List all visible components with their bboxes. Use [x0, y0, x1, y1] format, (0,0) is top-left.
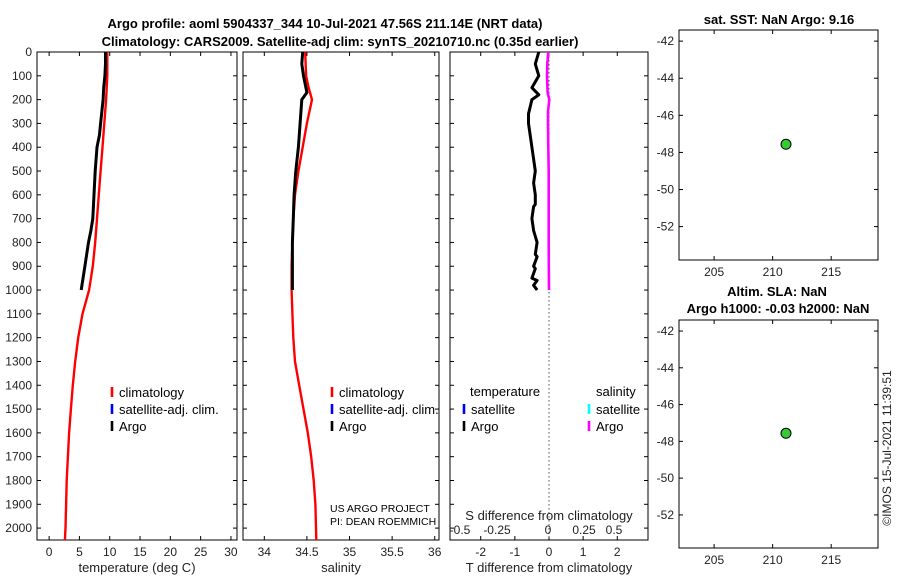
salinity-difference-line	[545, 51, 551, 291]
map-x-tick-label-sla: 210	[763, 553, 783, 567]
depth-tick-label-1300: 1300	[5, 354, 32, 368]
s-difference-tick-label: 0	[545, 523, 552, 537]
map-y-tick-label-sst: -52	[657, 220, 675, 234]
x-tick-label-p1: 15	[133, 545, 147, 559]
legend-p1-argo-label: Argo	[119, 419, 146, 434]
map-x-tick-label-sla: 215	[821, 553, 841, 567]
map-x-tick-label-sst: 205	[704, 265, 724, 279]
x-tick-label-p2: 36	[428, 545, 442, 559]
depth-tick-label-1100: 1100	[6, 307, 32, 321]
legend-p1-satellite-label: satellite-adj. clim.	[119, 402, 219, 417]
temperature-difference-line	[527, 51, 541, 291]
map-y-tick-label-sla: -42	[657, 324, 675, 338]
depth-tick-label-1600: 1600	[5, 426, 32, 440]
map-y-tick-label-sla: -50	[657, 471, 675, 485]
depth-tick-label-1900: 1900	[5, 497, 32, 511]
x-tick-label-p3: 1	[580, 545, 587, 559]
map-y-tick-label-sla: -44	[657, 361, 675, 375]
x-tick-label-p1: 25	[194, 545, 208, 559]
credit-line-1: US ARGO PROJECT	[330, 503, 430, 515]
legend-p2-climatology-label: climatology	[339, 385, 405, 400]
x-tick-label-p3: 0	[546, 545, 553, 559]
depth-tick-label-1400: 1400	[5, 378, 32, 392]
x-axis-label-p2: salinity	[321, 560, 361, 575]
depth-tick-label-500: 500	[12, 164, 32, 178]
x-tick-label-p3: -1	[510, 545, 521, 559]
map-y-tick-label-sst: -44	[657, 71, 675, 85]
map-x-tick-label-sla: 205	[704, 553, 724, 567]
map-y-tick-label-sla: -52	[657, 508, 675, 522]
x-axis-label-p3: T difference from climatology	[466, 560, 633, 575]
legend-p1-climatology-label: climatology	[119, 385, 185, 400]
s-difference-tick-label: 0.5	[606, 523, 623, 537]
map-y-tick-label-sla: -46	[657, 398, 675, 412]
x-tick-label-p2: 34.5	[295, 545, 319, 559]
map-y-tick-label-sst: -48	[657, 145, 675, 159]
sla-title: Altim. SLA: NaN	[727, 284, 827, 299]
depth-tick-label-800: 800	[12, 235, 32, 249]
s-difference-tick-label: -0.25	[483, 523, 511, 537]
x-tick-label-p1: 0	[46, 545, 53, 559]
salinity-climatology-line	[290, 51, 318, 541]
legend-p2-satellite-label: satellite-adj. clim.	[339, 402, 439, 417]
x-tick-label-p2: 34	[258, 545, 272, 559]
map-y-tick-label-sst: -46	[657, 108, 675, 122]
credit-line-2: PI: DEAN ROEMMICH	[330, 516, 436, 528]
profile-location-marker-sla	[780, 427, 792, 439]
legend-p3-sal-satellite-label: satellite	[596, 402, 640, 417]
map-frame-sla	[678, 319, 879, 549]
depth-tick-label-0: 0	[25, 45, 32, 59]
depth-tick-label-1000: 1000	[5, 283, 32, 297]
x-tick-label-p1: 5	[76, 545, 83, 559]
depth-tick-label-200: 200	[12, 93, 32, 107]
depth-tick-label-1700: 1700	[5, 450, 32, 464]
legend-p3-temp-satellite-label: satellite	[471, 402, 515, 417]
depth-tick-label-1500: 1500	[5, 402, 32, 416]
x-tick-label-p2: 35	[343, 545, 357, 559]
depth-tick-label-2000: 2000	[5, 521, 32, 535]
profile-location-marker-sst	[780, 138, 792, 150]
x-axis-label-p1: temperature (deg C)	[78, 560, 195, 575]
x-tick-label-p2: 35.5	[380, 545, 404, 559]
axes-layer: 0100200300400500600700800900100011001200…	[5, 29, 879, 575]
legend-p3-salinity-heading: salinity	[596, 384, 636, 399]
depth-tick-label-1800: 1800	[5, 473, 32, 487]
temperature-climatology-line	[63, 52, 109, 541]
map-x-tick-label-sst: 210	[763, 265, 783, 279]
height-title: Argo h1000: -0.03 h2000: NaN	[687, 301, 870, 316]
x-tick-label-p3: 2	[614, 545, 621, 559]
x-tick-label-p1: 30	[224, 545, 238, 559]
salinity-argo-line	[290, 51, 309, 290]
map-frame-sst	[678, 29, 879, 261]
title-line-2: Climatology: CARS2009. Satellite-adj cli…	[102, 34, 579, 49]
depth-tick-label-700: 700	[12, 212, 32, 226]
profile-panel-frame-2	[242, 51, 440, 541]
legend-p2-argo-label: Argo	[339, 419, 366, 434]
legend-p3-temp-argo-label: Argo	[471, 419, 498, 434]
profile-panel-frame-1	[36, 51, 238, 541]
title-line-1: Argo profile: aoml 5904337_344 10-Jul-20…	[108, 16, 543, 31]
depth-tick-label-100: 100	[12, 69, 32, 83]
depth-tick-label-900: 900	[12, 259, 32, 273]
legend-p3-temperature-heading: temperature	[470, 384, 540, 399]
s-difference-tick-label: -0.5	[450, 523, 471, 537]
depth-tick-label-300: 300	[12, 116, 32, 130]
x-tick-label-p3: -2	[475, 545, 486, 559]
map-y-tick-label-sst: -50	[657, 183, 675, 197]
map-y-tick-label-sst: -42	[657, 34, 675, 48]
x-tick-label-p1: 20	[164, 545, 178, 559]
depth-tick-label-1200: 1200	[5, 331, 32, 345]
depth-tick-label-400: 400	[12, 140, 32, 154]
map-y-tick-label-sla: -48	[657, 434, 675, 448]
depth-tick-label-600: 600	[12, 188, 32, 202]
s-difference-axis-label: S difference from climatology	[465, 508, 633, 523]
map-x-tick-label-sst: 215	[821, 265, 841, 279]
legend-p3-sal-argo-label: Argo	[596, 419, 623, 434]
sst-title: sat. SST: NaN Argo: 9.16	[704, 12, 855, 27]
temperature-argo-line	[79, 52, 107, 291]
s-difference-tick-label: 0.25	[572, 523, 596, 537]
timestamp-stamp: ©IMOS 15-Jul-2021 11:39:51	[880, 370, 894, 526]
x-tick-label-p1: 10	[103, 545, 117, 559]
